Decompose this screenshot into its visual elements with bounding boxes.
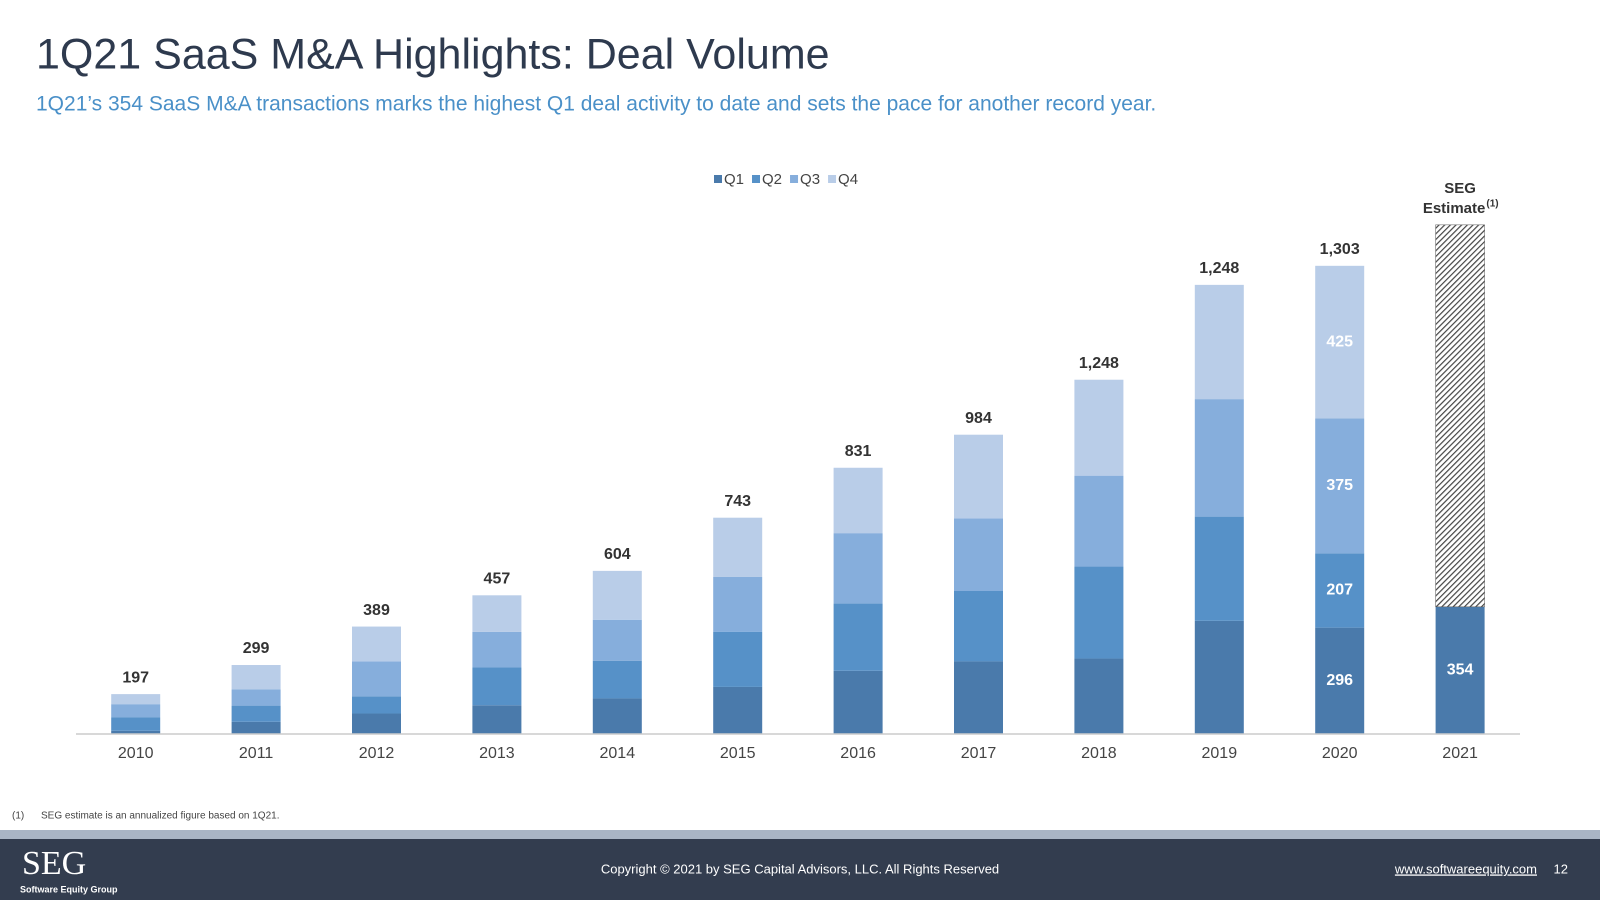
bar-segment xyxy=(1074,658,1124,734)
bar-segment xyxy=(111,730,161,734)
chart: Q1 Q2 Q3 Q4 197 2010 299 2011 389 2012 457 2013 604 2… xyxy=(76,171,1520,762)
bar-segment xyxy=(833,670,883,734)
bar-segment xyxy=(1074,475,1124,567)
bar-segment xyxy=(1194,284,1244,400)
segment-label: 207 xyxy=(1326,582,1353,599)
x-tick-label: 2017 xyxy=(961,745,997,762)
total-label: 197 xyxy=(122,669,149,686)
estimate-note: (1) xyxy=(1486,198,1498,209)
x-tick-label: 2012 xyxy=(359,745,395,762)
total-label: 831 xyxy=(845,443,872,460)
legend-label: Q3 xyxy=(800,171,820,188)
bar-segment xyxy=(954,590,1003,662)
bar-segment xyxy=(1074,566,1124,659)
x-tick-label: 2016 xyxy=(840,745,876,762)
bar-segment xyxy=(111,694,161,705)
bar-segment xyxy=(231,665,281,690)
bar-segment xyxy=(592,660,642,699)
bar-segment xyxy=(592,619,642,661)
legend-swatch xyxy=(828,175,837,183)
footer xyxy=(0,839,1600,900)
bar-segment xyxy=(472,631,522,668)
legend-swatch xyxy=(752,175,761,183)
bar-segment xyxy=(1315,627,1365,734)
footnote: SEG estimate is an annualized figure bas… xyxy=(41,811,279,822)
bar-segment xyxy=(231,721,281,734)
bar-segment xyxy=(231,689,281,706)
total-label: 743 xyxy=(724,493,751,510)
bar-segment xyxy=(833,533,883,604)
bar-segment xyxy=(352,696,401,714)
x-tick-label: 2018 xyxy=(1081,745,1117,762)
bar-segment xyxy=(954,661,1003,734)
logo: SEG xyxy=(22,845,86,882)
bar-segment xyxy=(1194,516,1244,621)
x-tick-label: 2021 xyxy=(1442,745,1478,762)
total-label: 1,248 xyxy=(1199,260,1239,277)
bar-segment xyxy=(472,667,522,706)
bar-segment xyxy=(1194,620,1244,734)
bar-segment xyxy=(833,467,883,534)
total-label: 984 xyxy=(965,410,992,427)
bar-segment xyxy=(592,698,642,734)
total-label: 389 xyxy=(363,602,390,619)
bar-segment xyxy=(1435,606,1485,734)
bar-segment xyxy=(352,661,401,697)
bar-segment xyxy=(111,704,161,718)
bar-segment xyxy=(472,705,522,734)
total-label: 1,303 xyxy=(1320,241,1360,258)
bar-segment xyxy=(1194,399,1244,517)
footer-stripe xyxy=(0,830,1600,839)
legend-label: Q4 xyxy=(838,171,858,188)
bar-segment xyxy=(713,631,763,687)
bar-segment xyxy=(231,705,281,722)
bar-segment xyxy=(592,570,642,620)
legend-swatch xyxy=(714,175,722,183)
url[interactable]: www.softwareequity.com xyxy=(1394,861,1537,876)
logo-sub: Software Equity Group xyxy=(20,884,118,894)
footnote-marker: (1) xyxy=(12,811,24,822)
bar-segment xyxy=(472,595,522,632)
subtitle: 1Q21’s 354 SaaS M&A transactions marks t… xyxy=(36,93,1156,116)
bar-segment xyxy=(1074,379,1124,476)
segment-label: 354 xyxy=(1447,662,1474,679)
page-number: 12 xyxy=(1554,861,1568,876)
bar-segment xyxy=(1315,265,1365,419)
legend-label: Q2 xyxy=(762,171,782,188)
legend-swatch xyxy=(790,175,799,183)
estimate-label: SEG xyxy=(1444,180,1476,197)
bar-segment xyxy=(954,518,1003,591)
total-label: 1,248 xyxy=(1079,355,1119,372)
bar-segment xyxy=(352,626,401,662)
bar-segment xyxy=(833,603,883,671)
bar-segment xyxy=(1315,418,1365,554)
segment-label: 375 xyxy=(1326,477,1353,494)
estimate-segment xyxy=(1435,224,1485,608)
x-tick-label: 2011 xyxy=(239,745,274,762)
title: 1Q21 SaaS M&A Highlights: Deal Volume xyxy=(36,30,830,78)
bar-segment xyxy=(352,713,401,734)
total-label: 457 xyxy=(484,571,511,588)
bar-segment xyxy=(111,717,161,731)
bar-segment xyxy=(713,576,763,632)
bar-segment xyxy=(713,517,763,577)
copyright: Copyright © 2021 by SEG Capital Advisors… xyxy=(601,861,999,876)
bar-segment xyxy=(954,434,1003,519)
total-label: 604 xyxy=(604,546,631,563)
x-tick-label: 2013 xyxy=(479,745,515,762)
estimate-label: Estimate xyxy=(1423,200,1486,217)
bar-segment xyxy=(713,686,763,734)
x-tick-label: 2010 xyxy=(118,745,154,762)
x-tick-label: 2020 xyxy=(1322,745,1358,762)
legend-label: Q1 xyxy=(724,171,744,188)
segment-label: 296 xyxy=(1326,672,1353,689)
segment-label: 425 xyxy=(1326,333,1353,350)
bar-segment xyxy=(1315,553,1365,628)
x-tick-label: 2014 xyxy=(600,745,636,762)
x-tick-label: 2019 xyxy=(1202,745,1238,762)
total-label: 299 xyxy=(243,640,270,657)
x-tick-label: 2015 xyxy=(720,745,756,762)
